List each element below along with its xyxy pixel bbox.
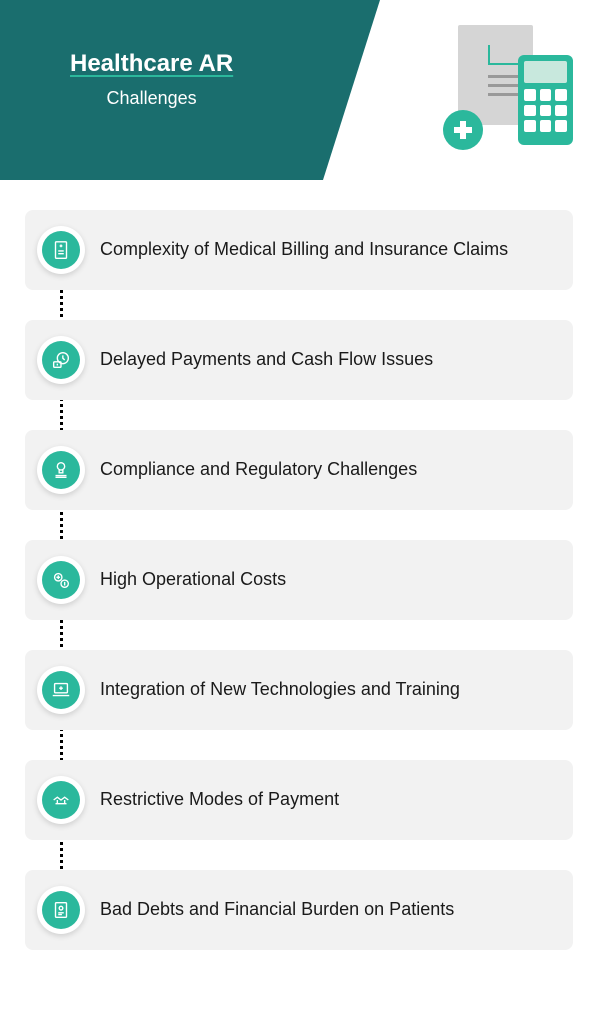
medical-cross-icon	[443, 110, 483, 150]
item-label: Delayed Payments and Cash Flow Issues	[100, 347, 433, 372]
clock-money-icon	[42, 341, 80, 379]
medical-document-icon	[42, 231, 80, 269]
page-subtitle: Challenges	[70, 88, 233, 109]
icon-wrapper	[37, 776, 85, 824]
challenges-list: IBN IBN IBN Complexity of Medical Billin…	[0, 180, 598, 1010]
document-money-icon	[42, 891, 80, 929]
icon-wrapper	[37, 886, 85, 934]
item-label: Integration of New Technologies and Trai…	[100, 677, 460, 702]
list-item: Bad Debts and Financial Burden on Patien…	[25, 870, 573, 950]
laptop-medical-icon	[42, 671, 80, 709]
icon-wrapper	[37, 446, 85, 494]
header-section: Healthcare AR Challenges	[0, 0, 598, 180]
list-item: Integration of New Technologies and Trai…	[25, 650, 573, 730]
icon-wrapper	[37, 336, 85, 384]
list-item: Restrictive Modes of Payment	[25, 760, 573, 840]
icon-wrapper	[37, 666, 85, 714]
list-item: Delayed Payments and Cash Flow Issues	[25, 320, 573, 400]
list-item: Complexity of Medical Billing and Insura…	[25, 210, 573, 290]
icon-wrapper	[37, 226, 85, 274]
handshake-icon	[42, 781, 80, 819]
list-item: High Operational Costs	[25, 540, 573, 620]
item-label: High Operational Costs	[100, 567, 286, 592]
header-content: Healthcare AR Challenges	[70, 50, 233, 109]
item-label: Complexity of Medical Billing and Insura…	[100, 237, 508, 262]
item-label: Restrictive Modes of Payment	[100, 787, 339, 812]
header-illustration	[438, 20, 578, 160]
calculator-icon	[518, 55, 573, 145]
page-title: Healthcare AR	[70, 50, 233, 78]
item-label: Compliance and Regulatory Challenges	[100, 457, 417, 482]
list-item: Compliance and Regulatory Challenges	[25, 430, 573, 510]
item-label: Bad Debts and Financial Burden on Patien…	[100, 897, 454, 922]
stamp-icon	[42, 451, 80, 489]
icon-wrapper	[37, 556, 85, 604]
gears-money-icon	[42, 561, 80, 599]
